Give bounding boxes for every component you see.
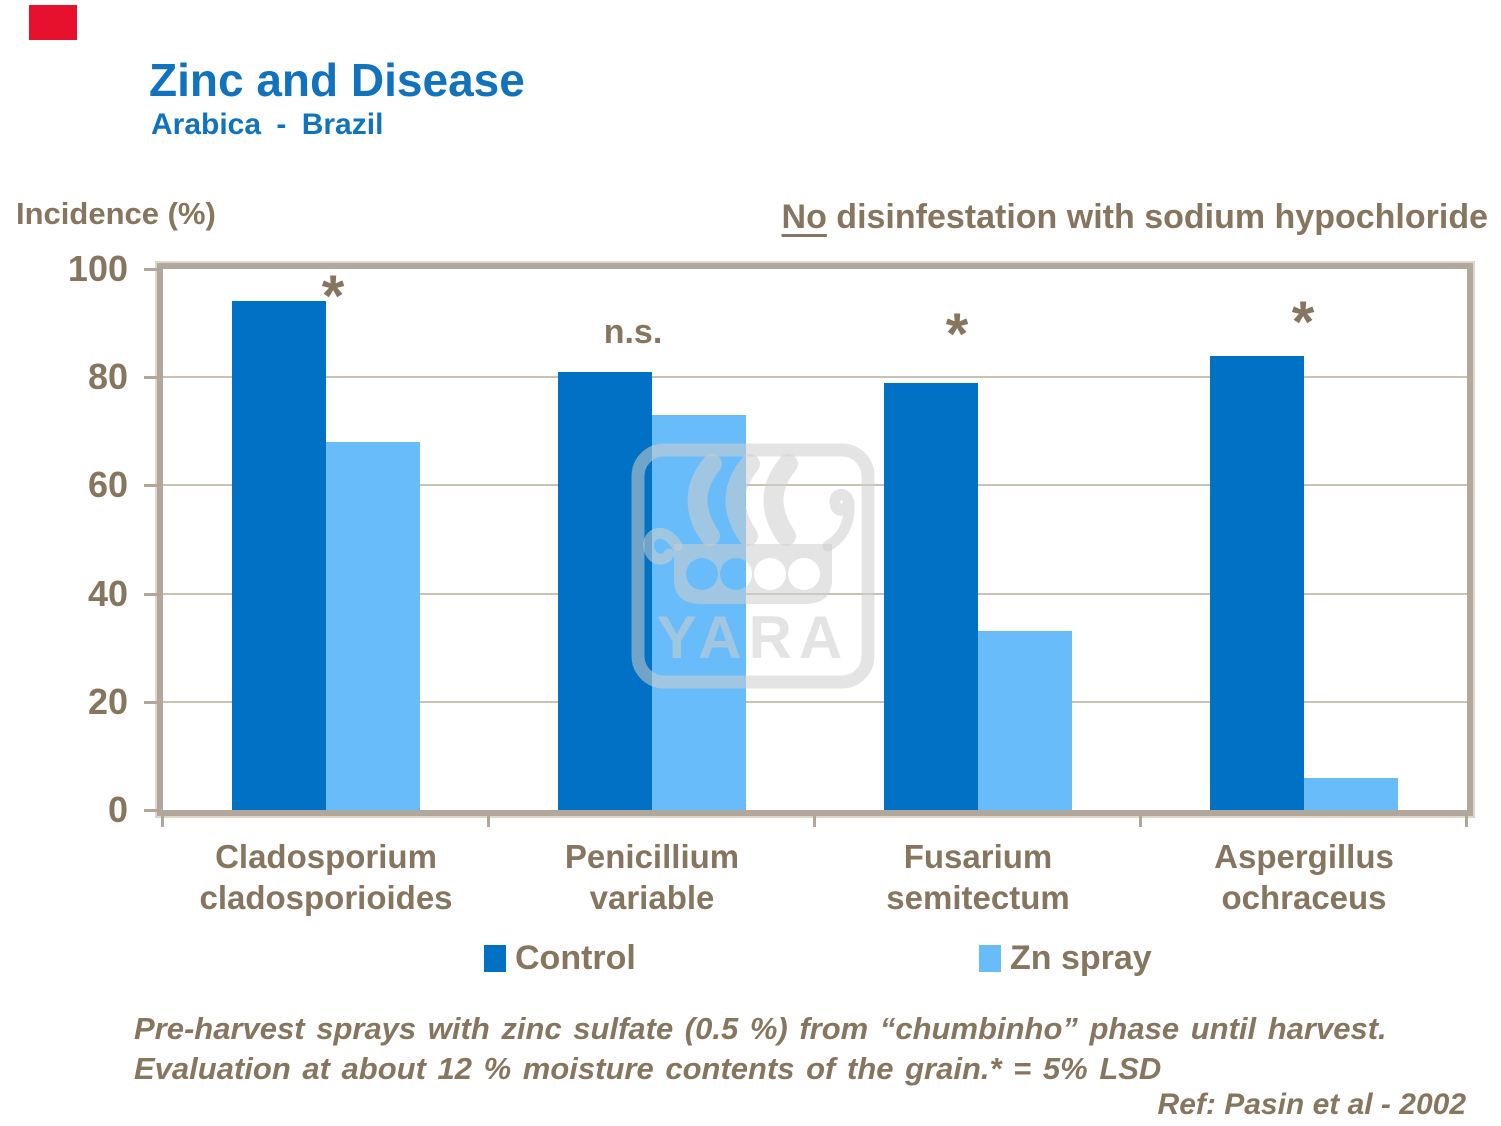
- category-label-2: Fusarium semitectum: [808, 836, 1148, 918]
- red-accent-rectangle: [29, 5, 77, 40]
- category-label-line: Aspergillus: [1214, 838, 1394, 875]
- category-label-line: Cladosporium: [215, 838, 437, 875]
- y-axis-label-80: 80: [87, 356, 128, 397]
- x-tick-3: [1139, 816, 1142, 827]
- viking-ship-icon: [643, 454, 855, 604]
- slide-title: Zinc and Disease: [149, 54, 525, 106]
- category-label-1: Penicillium variable: [482, 836, 822, 918]
- control-legend-swatch: [484, 944, 506, 972]
- plot-area-frame: [155, 261, 1475, 818]
- category-label-line: semitectum: [886, 879, 1070, 916]
- significance-annotation-3: *: [1291, 290, 1315, 355]
- footnote-reference: Ref: Pasin et al - 2002: [1157, 1088, 1466, 1121]
- y-axis-label-100: 100: [67, 248, 128, 289]
- legend-item-zn-spray: Zn spray: [979, 938, 1152, 978]
- y-tick-40: [144, 593, 157, 596]
- bar-zn-spray-0: [326, 442, 420, 810]
- zn-spray-legend-swatch: [979, 944, 1001, 972]
- category-label-3: Aspergillus ochraceus: [1134, 836, 1474, 918]
- control-legend-label: Control: [515, 939, 636, 977]
- x-tick-0: [161, 816, 164, 827]
- x-tick-2: [813, 816, 816, 827]
- footnote-line2: Evaluation at about 12 % moisture conten…: [134, 1051, 1162, 1086]
- category-label-line: variable: [589, 879, 715, 916]
- category-label-line: cladosporioides: [199, 879, 453, 916]
- y-axis-label-40: 40: [87, 573, 128, 614]
- significance-annotation-2: *: [945, 302, 969, 367]
- gridline-60: [163, 484, 1467, 486]
- y-tick-100: [144, 268, 157, 271]
- significance-annotation-0: *: [321, 264, 345, 329]
- watermark-text: YARA: [657, 604, 850, 671]
- category-label-line: ochraceus: [1221, 879, 1387, 916]
- y-tick-80: [144, 376, 157, 379]
- y-tick-60: [144, 484, 157, 487]
- bar-control-2: [884, 383, 978, 810]
- category-label-line: Fusarium: [903, 838, 1053, 875]
- disinfestation-note: No disinfestation with sodium hypochlori…: [782, 198, 1488, 237]
- y-tick-20: [144, 701, 157, 704]
- y-axis-label-20: 20: [87, 681, 128, 722]
- gridline-20: [163, 701, 1467, 703]
- y-tick-0: [144, 809, 157, 812]
- bar-zn-spray-2: [978, 631, 1072, 810]
- bar-zn-spray-3: [1304, 778, 1398, 810]
- y-axis-title: Incidence (%): [16, 196, 216, 231]
- y-axis-label-0: 0: [107, 789, 128, 830]
- watermark-frame: [631, 443, 875, 689]
- footnote-line1: Pre-harvest sprays with zinc sulfate (0.…: [134, 1011, 1387, 1046]
- category-label-line: Penicillium: [564, 838, 740, 875]
- category-label-0: Cladosporium cladosporioides: [156, 836, 496, 918]
- yara-watermark-logo: YARA: [631, 443, 875, 689]
- slide-subtitle: Arabica - Brazil: [151, 108, 384, 141]
- note-underlined-word: No: [781, 198, 827, 236]
- significance-annotation-1: n.s.: [603, 313, 663, 351]
- gridline-80: [163, 376, 1467, 378]
- note-rest: disinfestation with sodium hypochloride: [826, 198, 1488, 236]
- y-axis-label-60: 60: [87, 464, 128, 505]
- zn-spray-legend-label: Zn spray: [1010, 939, 1152, 977]
- x-tick-1: [487, 816, 490, 827]
- x-tick-4: [1465, 816, 1468, 827]
- legend-item-control: Control: [484, 938, 636, 978]
- bar-control-3: [1210, 356, 1304, 810]
- bar-control-0: [232, 301, 326, 810]
